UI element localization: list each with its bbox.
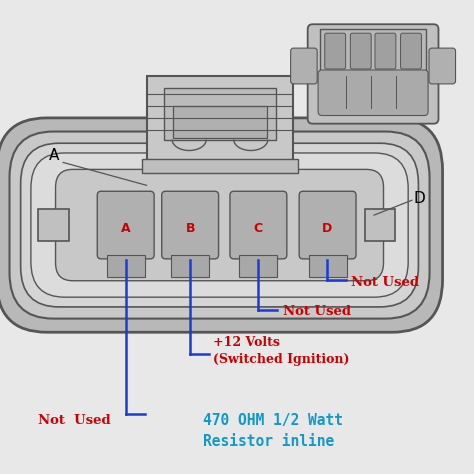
Text: A: A bbox=[121, 221, 130, 235]
FancyBboxPatch shape bbox=[9, 132, 429, 319]
FancyBboxPatch shape bbox=[299, 191, 356, 259]
FancyBboxPatch shape bbox=[21, 143, 419, 307]
Text: +12 Volts
(Switched Ignition): +12 Volts (Switched Ignition) bbox=[213, 337, 349, 366]
FancyBboxPatch shape bbox=[171, 255, 209, 277]
FancyBboxPatch shape bbox=[31, 153, 408, 297]
FancyBboxPatch shape bbox=[365, 209, 395, 241]
Text: D: D bbox=[321, 221, 332, 235]
FancyBboxPatch shape bbox=[291, 48, 317, 84]
FancyBboxPatch shape bbox=[162, 191, 219, 259]
Bar bbox=[142, 159, 298, 173]
Text: C: C bbox=[254, 221, 263, 235]
Text: A: A bbox=[48, 148, 59, 163]
Text: D: D bbox=[414, 191, 425, 206]
FancyBboxPatch shape bbox=[375, 33, 396, 69]
FancyBboxPatch shape bbox=[318, 70, 428, 116]
FancyBboxPatch shape bbox=[401, 33, 421, 69]
Text: 470 OHM 1/2 Watt
Resistor inline: 470 OHM 1/2 Watt Resistor inline bbox=[203, 413, 344, 449]
Bar bbox=[164, 88, 276, 139]
FancyBboxPatch shape bbox=[38, 209, 69, 241]
FancyBboxPatch shape bbox=[55, 169, 383, 281]
FancyBboxPatch shape bbox=[350, 33, 371, 69]
FancyBboxPatch shape bbox=[325, 33, 346, 69]
Text: Not  Used: Not Used bbox=[37, 414, 110, 428]
FancyBboxPatch shape bbox=[230, 191, 287, 259]
Text: Not Used: Not Used bbox=[283, 305, 351, 318]
FancyBboxPatch shape bbox=[107, 255, 145, 277]
Text: Not Used: Not Used bbox=[351, 276, 419, 289]
FancyBboxPatch shape bbox=[320, 29, 426, 78]
FancyBboxPatch shape bbox=[97, 191, 154, 259]
Text: B: B bbox=[185, 221, 195, 235]
FancyBboxPatch shape bbox=[429, 48, 456, 84]
FancyBboxPatch shape bbox=[309, 255, 346, 277]
FancyBboxPatch shape bbox=[308, 24, 438, 124]
Bar bbox=[146, 76, 293, 167]
FancyBboxPatch shape bbox=[239, 255, 277, 277]
FancyBboxPatch shape bbox=[0, 118, 443, 332]
Bar bbox=[173, 106, 267, 137]
